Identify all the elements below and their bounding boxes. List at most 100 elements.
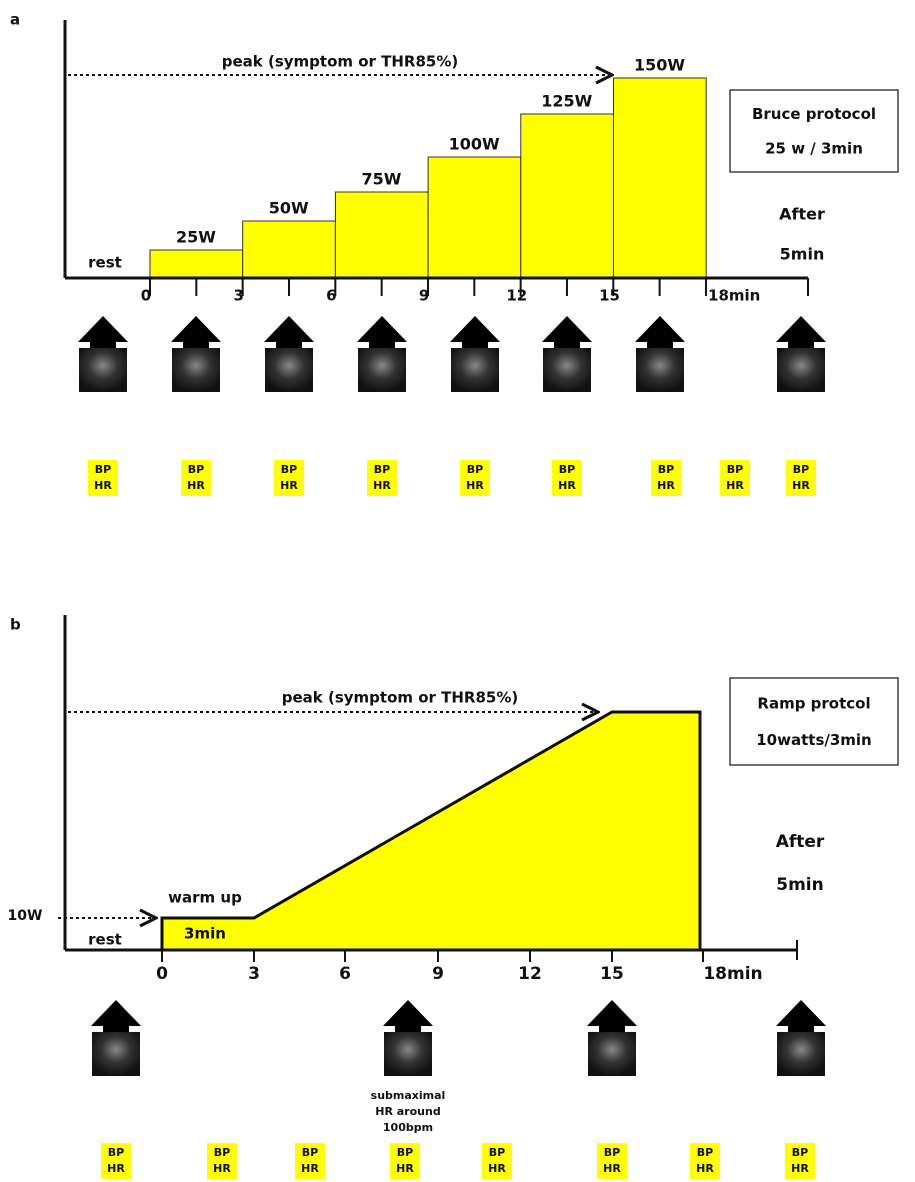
label: peak (symptom or THR85%) (222, 53, 459, 71)
bp: BP (489, 1146, 505, 1159)
panel-label: a (10, 11, 20, 29)
bp: BP (727, 463, 743, 476)
hr: HR (657, 479, 675, 492)
bp: BP (604, 1146, 620, 1159)
arrow (171, 316, 221, 350)
bp: BP (95, 463, 111, 476)
label: Ramp protcol (757, 695, 870, 713)
bp: BP (792, 1146, 808, 1159)
label: warm up (168, 889, 242, 907)
note: 100bpm (383, 1121, 433, 1134)
step (150, 250, 243, 278)
bp: BP (559, 463, 575, 476)
echo-image (92, 1032, 140, 1076)
label: 3min (184, 925, 226, 943)
label: 10watts/3min (756, 731, 872, 749)
tick-label: 0 (141, 287, 151, 305)
arrow (357, 316, 407, 350)
hr: HR (280, 479, 298, 492)
label: peak (symptom or THR85%) (282, 689, 519, 707)
bp: BP (188, 463, 204, 476)
hr: HR (558, 479, 576, 492)
figure: a 25W 50W 75W 100W 125W 150W 0 3 6 9 12 15 18min rest p… (0, 0, 915, 1182)
arrow (776, 316, 826, 350)
label: 10W (8, 908, 43, 924)
hr: HR (488, 1162, 506, 1175)
bp: BP (658, 463, 674, 476)
echo-image (79, 348, 127, 392)
tick-label: 0 (156, 964, 168, 984)
protocol-box (730, 678, 898, 765)
echo-image (777, 348, 825, 392)
echo-image (384, 1032, 432, 1076)
bp: BP (108, 1146, 124, 1159)
hr: HR (187, 479, 205, 492)
echo-image (172, 348, 220, 392)
arrow (78, 316, 128, 350)
arrow (635, 316, 685, 350)
step (243, 221, 336, 278)
hr: HR (373, 479, 391, 492)
echo-image (451, 348, 499, 392)
arrow (450, 316, 500, 350)
label: rest (88, 254, 122, 272)
hr: HR (791, 1162, 809, 1175)
label: After (779, 205, 825, 224)
tick-label: 12 (518, 964, 542, 984)
echo-image (543, 348, 591, 392)
tick-label: 6 (326, 287, 336, 305)
step-label: 100W (449, 135, 500, 154)
arrow (383, 1000, 433, 1034)
tick-label: 9 (419, 287, 429, 305)
hr: HR (466, 479, 484, 492)
echo-image (636, 348, 684, 392)
hr: HR (396, 1162, 414, 1175)
bp: BP (793, 463, 809, 476)
step (614, 78, 707, 278)
step-label: 25W (176, 228, 216, 247)
label: Bruce protocol (752, 105, 876, 123)
bp: BP (467, 463, 483, 476)
bp: BP (281, 463, 297, 476)
hr: HR (696, 1162, 714, 1175)
step-label: 125W (541, 92, 592, 111)
bp: BP (397, 1146, 413, 1159)
note: submaximal (371, 1089, 446, 1102)
hr: HR (603, 1162, 621, 1175)
arrow (264, 316, 314, 350)
hr: HR (213, 1162, 231, 1175)
echo-image (265, 348, 313, 392)
echo-image (777, 1032, 825, 1076)
bp: BP (302, 1146, 318, 1159)
arrow (587, 1000, 637, 1034)
tick-label: 3 (248, 964, 260, 984)
label: 25 w / 3min (765, 140, 863, 158)
step-label: 50W (269, 199, 309, 218)
bp: BP (214, 1146, 230, 1159)
label: rest (88, 931, 122, 949)
arrow (776, 1000, 826, 1034)
tick-label: 12 (506, 287, 527, 305)
tick-label: 15 (600, 964, 624, 984)
step (521, 114, 614, 278)
bp: BP (374, 463, 390, 476)
tick-label: 18min (708, 287, 760, 305)
step-label: 150W (634, 56, 685, 75)
tick-label: 3 (233, 287, 243, 305)
hr: HR (726, 479, 744, 492)
label: After (776, 832, 825, 852)
hr: HR (792, 479, 810, 492)
arrow (542, 316, 592, 350)
protocol-box (730, 90, 898, 172)
tick-label: 6 (339, 964, 351, 984)
hr: HR (94, 479, 112, 492)
step (428, 157, 521, 278)
bp: BP (697, 1146, 713, 1159)
step (335, 192, 428, 278)
tick-label: 15 (599, 287, 620, 305)
hr: HR (107, 1162, 125, 1175)
echo-image (588, 1032, 636, 1076)
arrow (91, 1000, 141, 1034)
tick-label: 18min (703, 964, 762, 984)
step-label: 75W (361, 170, 401, 189)
